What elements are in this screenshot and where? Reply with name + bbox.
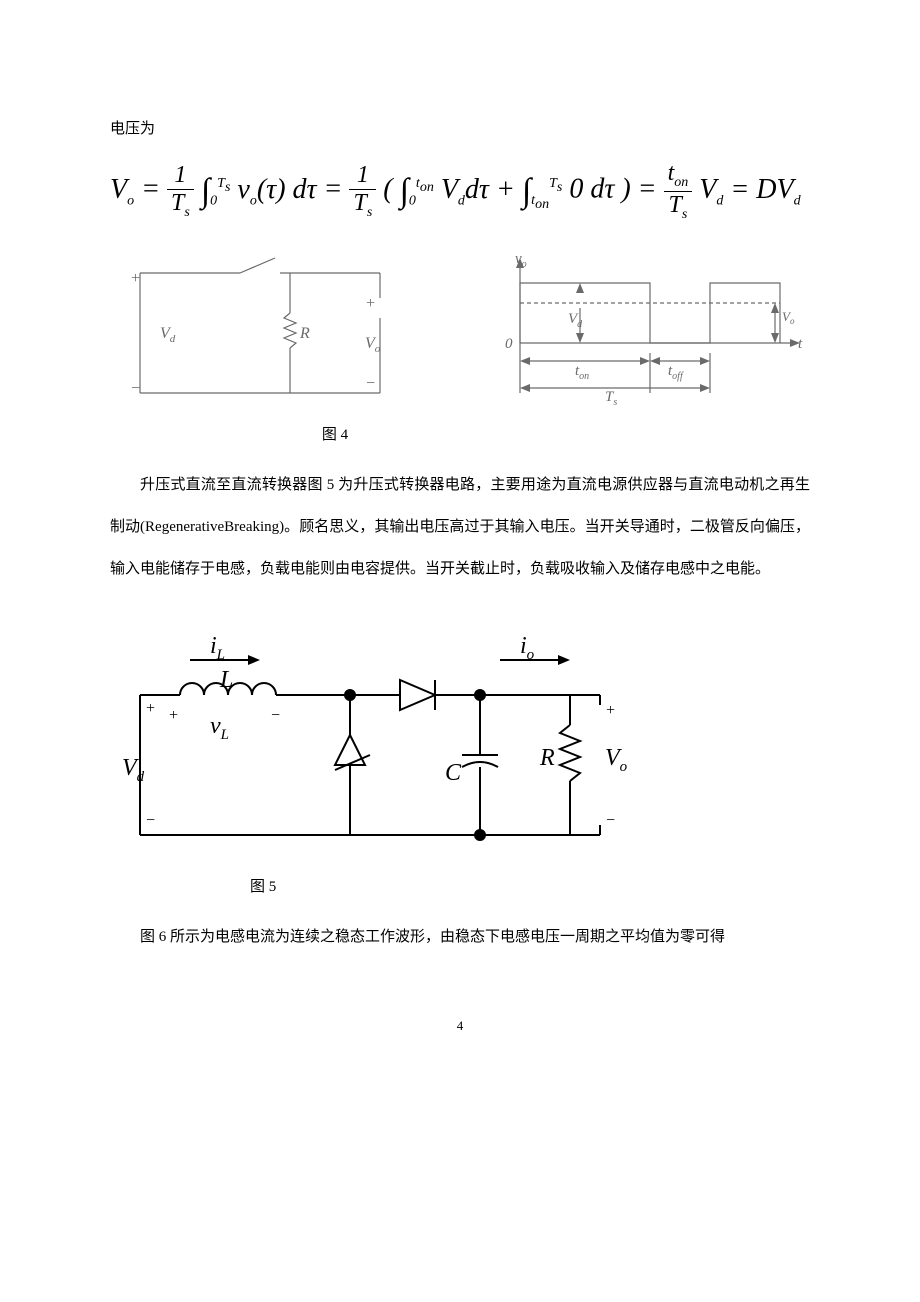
paragraph-boost-converter: 升压式直流至直流转换器图 5 为升压式转换器电路，主要用途为直流电源供应器与直流… <box>110 464 810 590</box>
fig4-caption: 图 4 <box>0 423 810 444</box>
eq-integrand-2: Vddτ + <box>441 174 522 205</box>
svg-text:R: R <box>539 745 555 771</box>
svg-text:vL: vL <box>210 713 229 743</box>
svg-text:C: C <box>445 760 462 786</box>
eq-sign-3: = <box>638 174 664 205</box>
integral-icon: ∫ <box>522 172 531 209</box>
svg-text:0: 0 <box>505 336 513 352</box>
svg-text:io: io <box>520 633 535 663</box>
eq-lparen: ( <box>383 174 392 205</box>
svg-text:toff: toff <box>668 363 684 382</box>
svg-text:R: R <box>299 325 310 342</box>
eq-integrand-3: 0 dτ <box>569 174 614 205</box>
svg-text:L: L <box>219 667 233 693</box>
svg-text:+: + <box>130 270 141 287</box>
fig5-caption: 图 5 <box>250 875 810 896</box>
svg-text:+: + <box>365 295 376 312</box>
svg-text:Vd: Vd <box>160 325 176 345</box>
eq-rparen: ) <box>621 174 630 205</box>
integral-icon: ∫ <box>400 172 409 209</box>
eq-frac-3: ton Ts <box>664 160 693 223</box>
svg-text:Vo: Vo <box>365 335 381 355</box>
svg-text:−: − <box>605 812 616 829</box>
svg-text:+: + <box>168 707 179 724</box>
svg-text:Ts: Ts <box>605 389 617 408</box>
eq-rhs-2: = DVd <box>730 174 800 205</box>
eq-sign-2: = <box>324 174 350 205</box>
svg-text:Vd: Vd <box>568 311 583 330</box>
eq-rhs-1: Vd <box>699 174 723 205</box>
svg-text:iL: iL <box>210 633 225 663</box>
svg-text:+: + <box>605 702 616 719</box>
svg-text:−: − <box>130 380 141 397</box>
svg-text:−: − <box>270 707 281 724</box>
svg-text:Vo: Vo <box>782 309 795 326</box>
eq-frac-2: 1 Ts <box>349 162 376 221</box>
fig4-waveform: vo 0 t Vd Vo ton toff <box>480 243 810 413</box>
eq-integrand-1: vo(τ) dτ <box>237 174 316 205</box>
svg-text:t: t <box>798 336 803 352</box>
eq-frac-1: 1 Ts <box>167 162 194 221</box>
page-number: 4 <box>110 1018 810 1034</box>
eq-lhs: Vo <box>110 174 134 205</box>
svg-text:Vd: Vd <box>122 755 145 785</box>
svg-text:Vo: Vo <box>605 745 628 775</box>
svg-text:ton: ton <box>575 363 589 382</box>
paragraph-fig6-intro: 图 6 所示为电感电流为连续之稳态工作波形，由稳态下电感电压一周期之平均值为零可… <box>110 916 810 958</box>
integral-icon: ∫ <box>201 172 210 209</box>
fig4-circuit: + − Vd R + − Vo <box>110 243 410 413</box>
main-equation: Vo = 1 Ts ∫0Ts vo(τ) dτ = 1 Ts ( ∫0ton V… <box>110 160 810 223</box>
svg-text:−: − <box>145 812 156 829</box>
eq-sign-1: = <box>141 174 167 205</box>
intro-text: 电压为 <box>110 108 810 150</box>
figure-5: iL L vL + − Vd + − io C R Vo + − <box>110 605 810 865</box>
svg-text:+: + <box>145 700 156 717</box>
figure-4: + − Vd R + − Vo vo 0 t <box>110 243 810 413</box>
svg-text:−: − <box>365 375 376 392</box>
